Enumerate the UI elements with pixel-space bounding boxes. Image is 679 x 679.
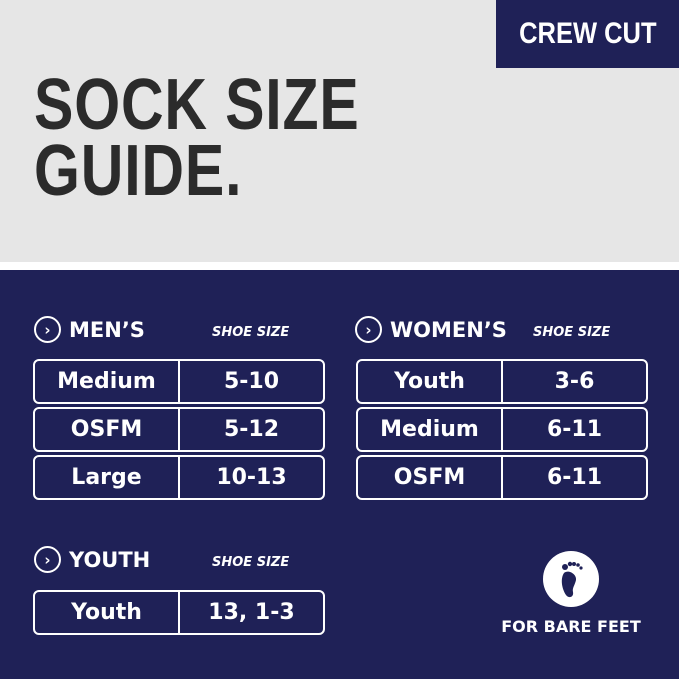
bare-feet-label: FOR BARE FEET xyxy=(501,617,641,636)
chevron-right-circle-icon: › xyxy=(34,546,61,573)
womens-header: › WOMEN’S xyxy=(355,316,507,343)
mens-label: MEN’S xyxy=(69,317,145,342)
title-line-1: SOCK SIZE xyxy=(34,65,360,145)
badge-text: CREW CUT xyxy=(518,17,657,50)
footprint-icon xyxy=(543,551,599,607)
size-cell: Youth xyxy=(358,361,503,402)
chevron-right-circle-icon: › xyxy=(355,316,382,343)
table-row: OSFM 5-12 xyxy=(33,407,325,452)
crew-cut-badge: CREW CUT xyxy=(496,0,679,68)
table-row: Youth 3-6 xyxy=(356,359,648,404)
youth-shoe-size-label: SHOE SIZE xyxy=(212,555,290,570)
chevron-right-circle-icon: › xyxy=(34,316,61,343)
shoe-size-cell: 13, 1-3 xyxy=(208,600,295,625)
youth-table: Youth 13, 1-3 xyxy=(33,590,325,638)
size-panel xyxy=(0,270,679,679)
size-cell: OSFM xyxy=(358,457,503,498)
shoe-size-cell: 6-11 xyxy=(546,465,603,490)
page-title: SOCK SIZE GUIDE. xyxy=(34,65,360,211)
womens-table: Youth 3-6 Medium 6-11 OSFM 6-11 xyxy=(356,359,648,503)
size-cell: OSFM xyxy=(35,409,180,450)
mens-table: Medium 5-10 OSFM 5-12 Large 10-13 xyxy=(33,359,325,503)
size-cell: Youth xyxy=(35,592,180,633)
womens-label: WOMEN’S xyxy=(390,317,507,342)
size-cell: Large xyxy=(35,457,180,498)
table-row: Medium 6-11 xyxy=(356,407,648,452)
title-line-2: GUIDE. xyxy=(34,131,243,211)
table-row: Large 10-13 xyxy=(33,455,325,500)
table-row: OSFM 6-11 xyxy=(356,455,648,500)
youth-label: YOUTH xyxy=(69,547,151,572)
mens-shoe-size-label: SHOE SIZE xyxy=(212,325,290,340)
table-row: Medium 5-10 xyxy=(33,359,325,404)
shoe-size-cell: 10-13 xyxy=(216,465,287,490)
size-cell: Medium xyxy=(358,409,503,450)
shoe-size-cell: 5-12 xyxy=(223,417,280,442)
shoe-size-cell: 6-11 xyxy=(546,417,603,442)
shoe-size-cell: 5-10 xyxy=(223,369,280,394)
youth-header: › YOUTH xyxy=(34,546,150,573)
womens-shoe-size-label: SHOE SIZE xyxy=(533,325,611,340)
shoe-size-cell: 3-6 xyxy=(554,369,595,394)
mens-header: › MEN’S xyxy=(34,316,145,343)
table-row: Youth 13, 1-3 xyxy=(33,590,325,635)
size-cell: Medium xyxy=(35,361,180,402)
